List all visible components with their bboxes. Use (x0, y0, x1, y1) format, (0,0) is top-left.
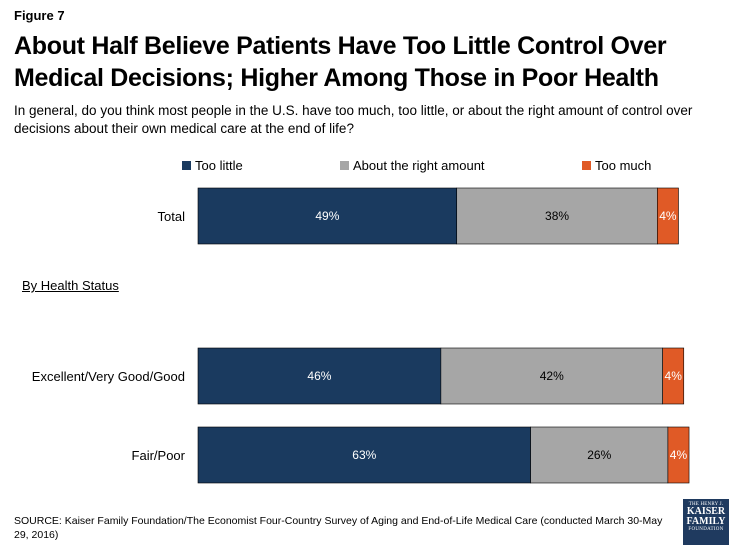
figure-label: Figure 7 (14, 8, 65, 23)
legend: Too little About the right amount Too mu… (0, 158, 735, 174)
legend-item-about-right: About the right amount (340, 158, 485, 174)
legend-label: About the right amount (353, 158, 485, 173)
bar-segment-about-the-right-amount-total (456, 187, 658, 245)
bar-segment-too-little-total (197, 187, 458, 245)
category-label-excellent-very-good-good: Excellent/Very Good/Good (32, 369, 185, 384)
category-label-fair-poor: Fair/Poor (132, 448, 186, 463)
bar-segment-too-much-fair-poor (667, 426, 690, 484)
legend-item-too-little: Too little (182, 158, 243, 174)
legend-label: Too much (595, 158, 652, 173)
logo-line: THE HENRY J. (688, 502, 724, 507)
kff-logo: THE HENRY J. KAISER FAMILY FOUNDATION (683, 499, 729, 545)
legend-swatch (340, 161, 349, 170)
legend-swatch (582, 161, 591, 170)
data-label-too-much-total: 4% (659, 209, 677, 223)
logo-line: KAISER (686, 506, 726, 517)
chart-subtitle: In general, do you think most people in … (14, 103, 693, 136)
bar-segment-too-much-excellent-very-good-good (662, 347, 685, 405)
legend-swatch (182, 161, 191, 170)
bar-segment-too-little-fair-poor (197, 426, 531, 484)
bar-segment-about-the-right-amount-excellent-very-good-good (440, 347, 663, 405)
data-label-too-little-fair-poor: 63% (352, 448, 376, 462)
data-label-too-little-total: 49% (315, 209, 339, 223)
legend-label: Too little (195, 158, 243, 173)
data-label-about-the-right-amount-fair-poor: 26% (587, 448, 611, 462)
logo-line: FAMILY (686, 516, 726, 527)
data-label-about-the-right-amount-excellent-very-good-good: 42% (540, 369, 564, 383)
data-label-too-much-fair-poor: 4% (670, 448, 688, 462)
data-label-too-little-excellent-very-good-good: 46% (307, 369, 331, 383)
category-label-total: Total (158, 209, 186, 224)
chart-title: About Half Believe Patients Have Too Lit… (14, 32, 667, 92)
data-label-about-the-right-amount-total: 38% (545, 209, 569, 223)
group-label-health-status: By Health Status (22, 278, 119, 293)
bar-segment-too-much-total (657, 187, 679, 245)
logo-line: FOUNDATION (688, 527, 724, 532)
bar-segment-too-little-excellent-very-good-good (197, 347, 442, 405)
legend-item-too-much: Too much (582, 158, 651, 174)
source-note: SOURCE: Kaiser Family Foundation/The Eco… (14, 515, 663, 541)
data-label-too-much-excellent-very-good-good: 4% (665, 369, 683, 383)
bar-segment-about-the-right-amount-fair-poor (530, 426, 669, 484)
